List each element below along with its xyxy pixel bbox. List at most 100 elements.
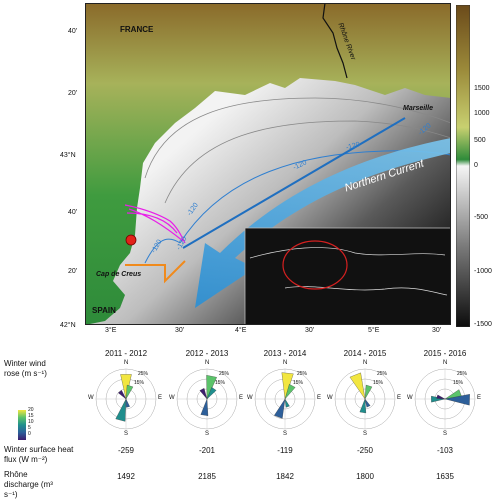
colorbar-tick: -1000 xyxy=(474,268,492,275)
wind-rose-petal xyxy=(284,383,296,400)
map-frame xyxy=(85,3,451,325)
wind-rose xyxy=(254,368,316,430)
compass-n: N xyxy=(205,360,210,366)
landmass xyxy=(85,3,451,325)
ring-label-25: 25% xyxy=(457,371,468,377)
colorbar-tick: 500 xyxy=(474,137,486,144)
heat-flux-value: -250 xyxy=(356,446,373,455)
lat-tick: 40' xyxy=(68,209,78,216)
wind-rose-petal xyxy=(349,372,366,400)
lon-tick: 30' xyxy=(305,327,315,334)
wind-rose-petal xyxy=(444,394,470,406)
mooring-marker xyxy=(125,234,137,246)
lon-tick: 4°E xyxy=(235,327,247,334)
label-marseille: Marseille xyxy=(403,105,433,112)
compass-n: N xyxy=(443,360,448,366)
discharge-value: 1842 xyxy=(276,472,294,481)
heat-flux-value: -103 xyxy=(436,446,453,455)
compass-n: N xyxy=(283,360,288,366)
compass-e: E xyxy=(477,395,482,401)
wind-rose xyxy=(334,368,396,430)
compass-s: S xyxy=(443,431,448,437)
wind-rose-petal xyxy=(206,375,217,400)
colorbar-tick: -500 xyxy=(474,214,489,221)
compass-e: E xyxy=(317,395,322,401)
wind-rose-petal xyxy=(199,387,208,400)
wind-speed-legend-bar xyxy=(18,410,26,440)
compass-s: S xyxy=(205,431,210,437)
heat-flux-value: -201 xyxy=(198,446,215,455)
wind-speed-legend-ticks: 20 15 10 5 0 xyxy=(28,407,34,437)
ring-label-15: 15% xyxy=(134,380,145,386)
rhone-river-line xyxy=(322,3,348,79)
ring-label-15: 15% xyxy=(293,380,304,386)
wind-rose-petal xyxy=(359,398,367,414)
compass-s: S xyxy=(363,431,368,437)
compass-n: N xyxy=(124,360,129,366)
compass-e: E xyxy=(397,395,402,401)
lon-tick: 30' xyxy=(432,327,442,334)
wind-rose-petal xyxy=(284,398,290,408)
isobath-shallow xyxy=(144,97,451,179)
lat-tick: 42°N xyxy=(60,322,76,329)
isobath-120m-south xyxy=(144,238,181,264)
bathymetry-map xyxy=(85,3,451,325)
compass-w: W xyxy=(88,395,94,401)
label-france: FRANCE xyxy=(120,25,154,34)
lat-tick: 20' xyxy=(68,268,78,275)
wind-rose-petal xyxy=(364,398,371,408)
ring-label-25: 25% xyxy=(138,371,149,377)
discharge-value: 1635 xyxy=(436,472,454,481)
lat-tick: 40' xyxy=(68,28,78,35)
glider-tracks xyxy=(124,204,186,244)
lat-tick: 43°N xyxy=(60,152,76,159)
year-label: 2013 - 2014 xyxy=(263,349,307,358)
compass-e: E xyxy=(239,395,244,401)
wind-rose-petal xyxy=(274,398,286,419)
elevation-colorbar xyxy=(456,5,470,327)
inset-coastlines xyxy=(249,247,448,296)
row-label-heat-flux: Winter surface heat flux (W m⁻²) xyxy=(4,445,74,464)
ring-label-15: 15% xyxy=(453,380,464,386)
label-spain: SPAIN xyxy=(92,306,116,315)
isobath-mid xyxy=(164,120,451,204)
label-cap-de-creus: Cap de Creus xyxy=(96,271,142,278)
row-label-discharge: Rhône discharge (m³ s⁻¹) xyxy=(4,470,53,499)
transect-line xyxy=(182,117,406,249)
ring-label-25: 25% xyxy=(219,371,230,377)
compass-w: W xyxy=(247,395,253,401)
row-label-wind-rose: Winter wind rose (m s⁻¹) xyxy=(4,359,47,378)
wind-rose-petal xyxy=(436,394,446,400)
heat-flux-value: -119 xyxy=(277,446,293,455)
colorbar-tick: -1500 xyxy=(474,321,492,328)
compass-w: W xyxy=(327,395,333,401)
wind-rose-petal xyxy=(125,398,130,408)
compass-e: E xyxy=(158,395,163,401)
wind-rose xyxy=(414,368,476,430)
inset-study-area-circle xyxy=(282,240,348,290)
wind-rose xyxy=(95,368,157,430)
compass-s: S xyxy=(283,431,288,437)
inset-map xyxy=(244,227,451,325)
ring-label-15: 15% xyxy=(373,380,384,386)
wind-rose-petal xyxy=(364,384,373,400)
ring-label-15: 15% xyxy=(215,380,226,386)
compass-w: W xyxy=(407,395,413,401)
wind-rose-petal xyxy=(125,384,134,400)
orange-section-line xyxy=(125,260,186,284)
wind-rose-petal xyxy=(118,389,127,400)
lon-tick: 30' xyxy=(175,327,185,334)
lat-tick: 20' xyxy=(68,90,78,97)
discharge-value: 2185 xyxy=(198,472,216,481)
wind-rose-petal xyxy=(200,398,209,416)
lon-tick: 5°E xyxy=(368,327,380,334)
wind-rose-petal xyxy=(206,387,217,400)
lon-tick: 3°E xyxy=(105,327,117,334)
discharge-value: 1492 xyxy=(117,472,135,481)
compass-n: N xyxy=(363,360,368,366)
year-label: 2014 - 2015 xyxy=(343,349,387,358)
ring-label-25: 25% xyxy=(377,371,388,377)
colorbar-tick: 0 xyxy=(474,162,478,169)
year-label: 2012 - 2013 xyxy=(185,349,229,358)
compass-s: S xyxy=(124,431,129,437)
